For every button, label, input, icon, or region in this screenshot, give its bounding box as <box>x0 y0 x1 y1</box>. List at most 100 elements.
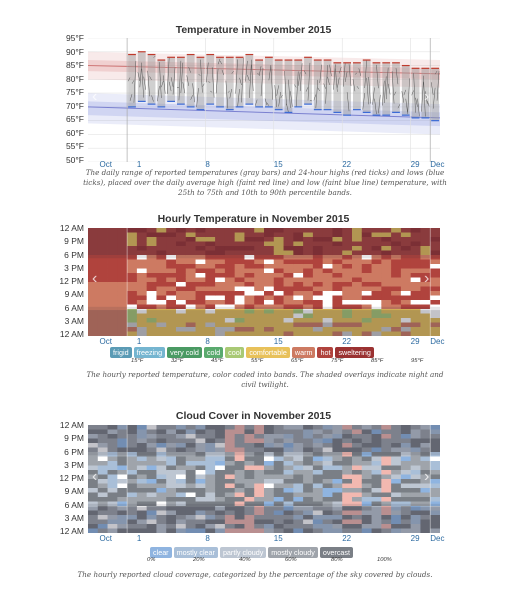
heatmap-cell <box>97 318 108 323</box>
heatmap-cell <box>205 331 216 336</box>
heatmap-cell <box>312 286 324 292</box>
heatmap-cell <box>97 479 108 484</box>
heatmap-cell <box>342 519 353 525</box>
chart3-prev-arrow-icon[interactable]: ‹ <box>92 468 98 485</box>
hourly-trace <box>368 76 371 104</box>
heatmap-cell <box>371 282 382 287</box>
daily-range-bar <box>235 57 244 107</box>
heatmap-cell <box>166 519 177 525</box>
heatmap-cell <box>136 264 148 269</box>
heatmap-cell <box>381 309 392 314</box>
heatmap-cell <box>352 488 363 493</box>
heatmap-cell <box>342 488 353 493</box>
heatmap-cell <box>264 461 275 466</box>
heatmap-cell <box>166 322 177 328</box>
heatmap-cell <box>283 519 294 525</box>
chart2-prev-arrow-icon[interactable]: ‹ <box>92 270 98 287</box>
heatmap-cell <box>391 264 402 269</box>
heatmap-cell <box>166 434 177 439</box>
heatmap-cell <box>127 246 138 251</box>
heatmap-cell <box>361 250 372 256</box>
heatmap-cell <box>215 286 226 292</box>
heatmap-cell <box>234 282 245 287</box>
heatmap-cell <box>273 461 284 466</box>
heatmap-cell <box>342 447 353 453</box>
heatmap-cell <box>234 443 245 448</box>
heatmap-cell <box>97 291 108 296</box>
heatmap-cell <box>156 447 167 453</box>
heatmap-cell <box>332 519 343 525</box>
heatmap-cell <box>283 309 294 314</box>
heatmap-cell <box>205 241 216 247</box>
heatmap-cell <box>410 519 421 525</box>
hourly-trace <box>413 73 416 113</box>
heatmap-cell <box>185 434 196 439</box>
heatmap-cell <box>107 304 118 310</box>
heatmap-cell <box>195 479 206 484</box>
heatmap-cell <box>127 425 138 430</box>
heatmap-cell <box>136 479 148 484</box>
heatmap-cell <box>244 510 255 516</box>
legend-item-hot: hot <box>317 347 334 358</box>
heatmap-cell <box>234 528 245 533</box>
heatmap-cell <box>117 461 128 466</box>
heatmap-cell <box>205 295 216 301</box>
legend-item-freezing: freezing <box>133 347 166 358</box>
heatmap-cell <box>400 331 412 336</box>
chart3-next-arrow-icon[interactable]: › <box>424 468 430 485</box>
heatmap-cell <box>205 255 216 260</box>
heatmap-cell <box>332 300 343 305</box>
heatmap-cell <box>420 483 431 489</box>
heatmap-cell <box>430 438 440 444</box>
heatmap-cell <box>273 277 284 283</box>
heatmap-cell <box>166 277 177 283</box>
heatmap-cell <box>215 515 226 520</box>
chart1-next-arrow-icon[interactable]: › <box>424 88 430 105</box>
hourly-trace <box>133 60 137 103</box>
heatmap-cell <box>97 488 108 493</box>
heatmap-cell <box>88 470 99 475</box>
heatmap-cell <box>107 483 118 489</box>
heatmap-cell <box>215 524 226 529</box>
heatmap-cell <box>136 282 148 287</box>
heatmap-cell <box>293 327 304 332</box>
heatmap-cell <box>136 483 148 489</box>
heatmap-cell <box>420 291 431 296</box>
chart1-prev-arrow-icon[interactable]: ‹ <box>92 88 98 105</box>
heatmap-cell <box>136 309 148 314</box>
heatmap-cell <box>224 519 236 525</box>
heatmap-cell <box>283 313 294 319</box>
heatmap-cell <box>371 501 382 507</box>
hourly-trace <box>210 90 213 93</box>
heatmap-cell <box>224 465 236 471</box>
heatmap-cell <box>156 246 167 251</box>
heatmap-cell <box>264 474 275 480</box>
heatmap-cell <box>88 483 99 489</box>
chart2-next-arrow-icon[interactable]: › <box>424 270 430 287</box>
heatmap-cell <box>293 264 304 269</box>
heatmap-cell <box>293 443 304 448</box>
heatmap-cell <box>254 456 265 462</box>
heatmap-cell <box>205 528 216 533</box>
heatmap-cell <box>176 479 187 484</box>
heatmap-cell <box>244 447 255 453</box>
heatmap-cell <box>234 255 245 260</box>
heatmap-cell <box>136 452 148 457</box>
heatmap-cell <box>205 461 216 466</box>
heatmap-cell <box>166 250 177 256</box>
heatmap-cell <box>244 309 255 314</box>
hourly-trace <box>235 59 238 94</box>
heatmap-cell <box>420 232 431 238</box>
heatmap-cell <box>322 237 333 242</box>
heatmap-cell <box>391 246 402 251</box>
heatmap-cell <box>322 524 333 529</box>
heatmap-cell <box>371 438 382 444</box>
heatmap-cell <box>400 438 412 444</box>
heatmap-cell <box>381 479 392 484</box>
heatmap-cell <box>303 519 314 525</box>
heatmap-cell <box>420 277 431 283</box>
heatmap-cell <box>371 232 382 238</box>
heatmap-cell <box>342 304 353 310</box>
heatmap-cell <box>342 474 353 480</box>
hourly-trace <box>333 64 336 90</box>
